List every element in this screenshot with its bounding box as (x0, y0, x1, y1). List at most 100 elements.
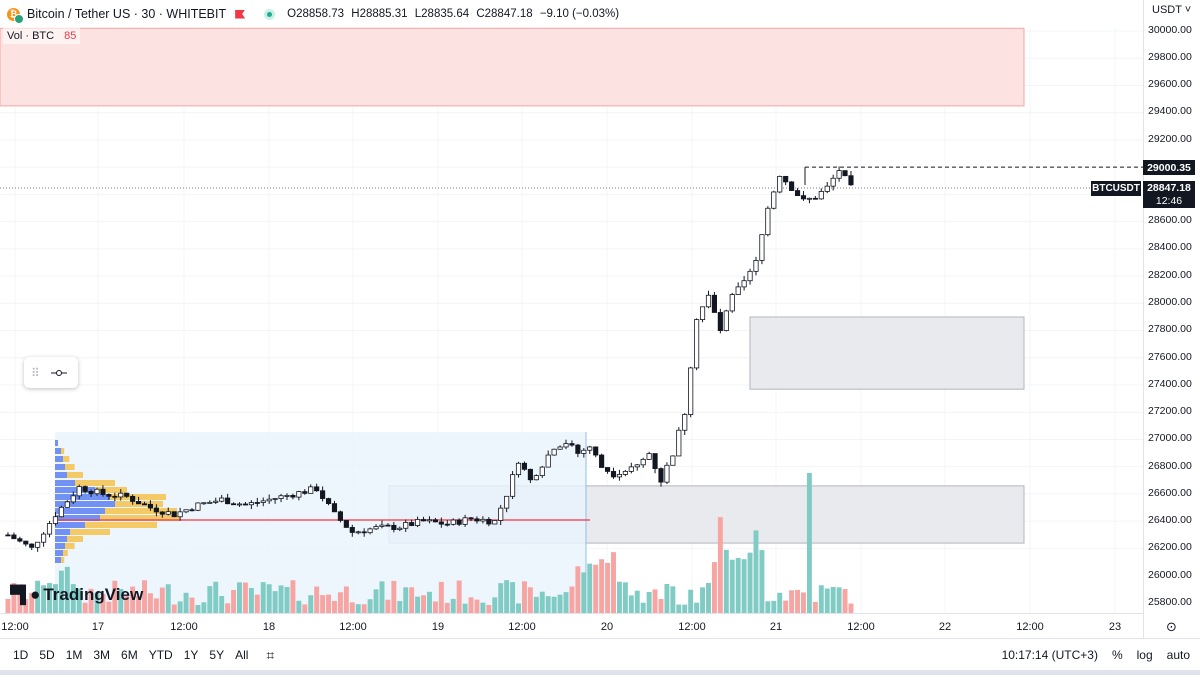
range-button-all[interactable]: All (235, 648, 249, 662)
volume-bar (147, 593, 153, 613)
candle-body (290, 494, 296, 498)
range-button-5d[interactable]: 5D (39, 648, 55, 662)
candle-body (17, 538, 23, 542)
candle-body (361, 531, 367, 534)
symbol-title[interactable]: Bitcoin / Tether US · 30 · WHITEBIT (27, 7, 227, 21)
candle-body (320, 490, 326, 499)
time-tick-label: 17 (91, 621, 105, 633)
candle-body (789, 181, 795, 191)
volume-profile-bar-up (55, 448, 61, 454)
volume-bar (611, 552, 616, 613)
volume-bar (729, 559, 735, 613)
price-tick-label: 30000.00 (1148, 24, 1192, 36)
candle-body (818, 191, 824, 200)
volume-bar (777, 592, 783, 613)
market-status-icon[interactable] (264, 8, 276, 20)
auto-toggle[interactable]: auto (1166, 648, 1190, 662)
volume-bar (432, 601, 438, 613)
candle-body (646, 453, 652, 460)
volume-bar (237, 582, 242, 613)
range-button-3m[interactable]: 3M (93, 648, 111, 662)
volume-profile-bar-up (55, 487, 95, 493)
price-axis[interactable] (1143, 0, 1200, 638)
log-toggle[interactable]: log (1136, 648, 1153, 662)
drag-handle-icon[interactable]: ⠿ (31, 365, 40, 380)
candle-body (195, 502, 201, 511)
volume-bar (355, 604, 361, 613)
candle-body (296, 491, 302, 498)
volume-bar (539, 591, 545, 613)
candle-body (23, 540, 29, 545)
volume-legend[interactable]: Vol · BTC 85 (3, 27, 81, 44)
range-button-1d[interactable]: 1D (13, 648, 29, 662)
time-tick-label: 21 (769, 621, 783, 633)
clock[interactable]: 10:17:14 (UTC+3) (1001, 648, 1098, 662)
candle-body (373, 526, 379, 530)
time-axis-settings-icon[interactable]: ⊙ (1166, 619, 1177, 634)
volume-bar (753, 530, 759, 613)
volume-bar (682, 604, 688, 613)
volume-bar (296, 600, 302, 613)
volume-profile-bar-down (63, 550, 68, 556)
price-tick-label: 27600.00 (1148, 351, 1192, 363)
price-tick-label: 29600.00 (1148, 78, 1192, 90)
candle-body (415, 519, 421, 526)
candle-body (830, 177, 836, 187)
candle-body (177, 511, 183, 518)
candle-body (492, 520, 498, 525)
range-button-1y[interactable]: 1Y (183, 648, 199, 662)
candle-body (539, 466, 545, 476)
high-price-flag: 29000.35 (1143, 160, 1195, 175)
range-button-1m[interactable]: 1M (65, 648, 83, 662)
volume-bar (409, 587, 415, 613)
candle-body (302, 491, 308, 494)
volume-bar (17, 585, 23, 613)
percent-toggle[interactable]: % (1111, 648, 1123, 662)
range-button-6m[interactable]: 6M (121, 648, 138, 662)
candle-body (604, 467, 611, 472)
volume-bar (379, 581, 385, 613)
range-button-5y[interactable]: 5Y (209, 648, 225, 662)
price-tick-label: 28600.00 (1148, 214, 1192, 226)
volume-profile-bar-up (55, 508, 105, 514)
volume-bar (189, 597, 195, 613)
candle-body (504, 495, 510, 509)
volume-bar (842, 589, 848, 613)
volume-bar (634, 590, 640, 613)
candle-body (545, 454, 551, 468)
time-axis[interactable] (0, 613, 1143, 639)
candle-body (153, 507, 159, 513)
candle-body (717, 312, 723, 331)
line-tool-icon[interactable] (50, 369, 67, 377)
range-button-ytd[interactable]: YTD (148, 648, 173, 662)
candle-body (403, 522, 409, 529)
candle-body (213, 500, 219, 503)
volume-bar (557, 594, 563, 613)
volume-profile-bar-up (55, 494, 110, 500)
time-tick-label: 12:00 (678, 621, 706, 633)
candle-body (64, 501, 70, 508)
candle-body (5, 534, 11, 537)
date-range-icon[interactable]: ⌗ (266, 646, 275, 663)
candle-body (510, 474, 516, 497)
candle-body (236, 503, 243, 506)
volume-bar (165, 584, 171, 613)
candle-body (325, 498, 332, 505)
volume-profile-bar-down (61, 557, 65, 563)
floating-drawing-toolbar[interactable]: ⠿ (24, 357, 78, 388)
candle-body (46, 523, 53, 535)
price-tick-label: 26000.00 (1148, 569, 1192, 581)
currency-selector[interactable]: USDT ˅ (1152, 4, 1192, 16)
candle-body (355, 531, 361, 534)
candle-body (800, 195, 807, 200)
volume-profile-bar-up (55, 543, 65, 549)
candle-body (705, 294, 712, 308)
price-tick-label: 26200.00 (1148, 541, 1192, 553)
volume-profile-bar-down (110, 494, 166, 500)
candle-body (106, 494, 112, 497)
volume-bar (450, 598, 456, 613)
volume-bar (498, 583, 504, 613)
flag-icon[interactable] (235, 9, 246, 19)
price-tick-label: 26600.00 (1148, 487, 1192, 499)
